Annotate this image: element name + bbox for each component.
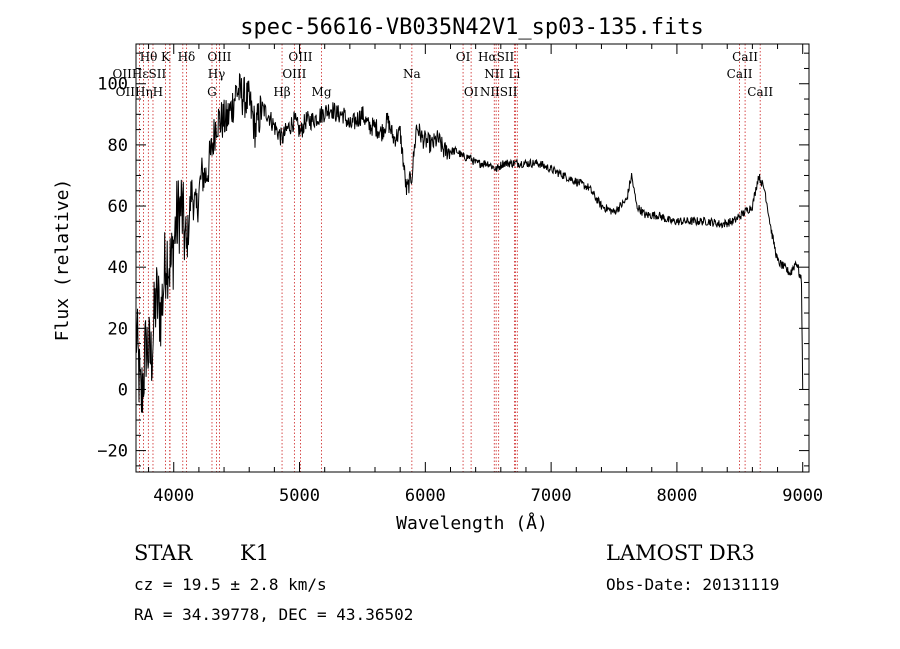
line-label: CaII <box>732 50 758 64</box>
line-label: G <box>207 85 217 99</box>
y-tick-label: 60 <box>108 197 128 217</box>
line-label: OI <box>456 50 471 64</box>
line-label: OIIHηH <box>116 85 163 99</box>
line-label: NII <box>484 67 504 81</box>
y-tick-label: 0 <box>118 380 128 400</box>
line-label: HαSII <box>478 50 515 64</box>
x-axis-ticks: 4000 5000 6000 7000 8000 9000 <box>148 44 823 506</box>
line-label: CaII <box>747 85 773 99</box>
line-label: OIII <box>282 67 306 81</box>
line-label: K <box>161 50 171 64</box>
y-tick-label: 100 <box>97 75 128 95</box>
line-label: Hβ <box>273 85 290 99</box>
line-label: OI <box>464 85 479 99</box>
survey-name: LAMOST DR3 <box>606 541 755 565</box>
line-label: Hγ <box>208 67 226 81</box>
line-label: CaII <box>727 67 753 81</box>
emission-line-labels: Hθ K Hδ OIII OIII OI HαSII CaII OIIHεSII Hγ OIII Na… <box>113 50 774 99</box>
y-axis-ticks: −20 0 20 40 60 80 100 <box>97 52 809 467</box>
line-label: Li <box>508 67 520 81</box>
y-axis-label: Flux (relative) <box>52 179 73 342</box>
y-tick-label: 40 <box>108 258 128 278</box>
y-tick-label: 20 <box>108 319 128 339</box>
plot-frame <box>135 43 810 473</box>
line-label: Hδ <box>178 50 196 64</box>
object-subclass: K1 <box>240 541 269 565</box>
redshift-cz: cz = 19.5 ± 2.8 km/s <box>134 575 327 594</box>
line-label: OIII <box>207 50 231 64</box>
x-tick-label: 6000 <box>405 486 446 506</box>
line-label: Na <box>403 67 421 81</box>
object-class: STAR <box>134 541 193 565</box>
chart-title: spec-56616-VB035N42V1_sp03-135.fits <box>240 15 704 40</box>
line-label: Mg <box>312 85 332 99</box>
coordinates: RA = 34.39778, DEC = 43.36502 <box>134 605 413 624</box>
x-axis-label: Wavelength (Å) <box>396 512 548 534</box>
x-tick-label: 7000 <box>531 486 572 506</box>
x-tick-label: 9000 <box>782 486 823 506</box>
spectrum-line <box>135 72 804 413</box>
x-tick-label: 5000 <box>279 486 320 506</box>
observation-date: Obs-Date: 20131119 <box>606 575 779 594</box>
line-label: Hθ <box>140 50 158 64</box>
x-tick-label: 8000 <box>656 486 697 506</box>
x-tick-label: 4000 <box>153 486 194 506</box>
line-label: NIISII <box>480 85 518 99</box>
y-tick-label: 80 <box>108 136 128 156</box>
line-label: OIIHεSII <box>113 67 167 81</box>
y-tick-label: −20 <box>97 442 128 462</box>
line-label: OIII <box>288 50 312 64</box>
